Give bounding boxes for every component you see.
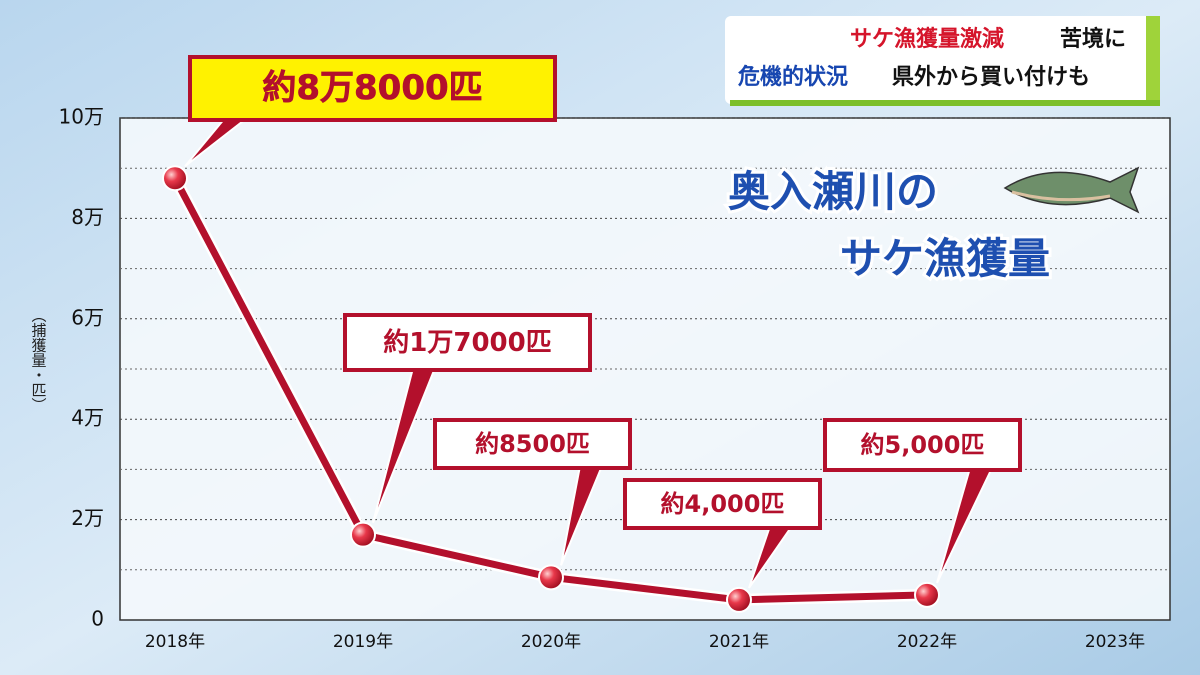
y-tick-label: 0 [91, 607, 104, 631]
data-label: 約1万7000匹 [383, 327, 551, 358]
headline-text: サケ漁獲量激減 [850, 26, 1004, 52]
callout-box [623, 478, 822, 530]
y-axis-label: （捕獲量・匹） [30, 308, 48, 413]
x-tick-label: 2022年 [897, 632, 957, 652]
callout-box [188, 55, 557, 122]
y-tick-label: 6万 [71, 305, 104, 329]
y-tick-label: 8万 [71, 205, 104, 229]
data-label: 約4,000匹 [661, 490, 785, 518]
data-label: 約5,000匹 [861, 431, 985, 459]
callout-box [343, 313, 592, 372]
data-point [162, 165, 188, 192]
x-tick-label: 2021年 [709, 632, 769, 652]
headline-accent [1146, 16, 1160, 104]
y-tick-label: 10万 [59, 105, 104, 129]
data-point [726, 586, 752, 613]
fish-icon [1003, 166, 1140, 214]
data-point [914, 581, 940, 608]
data-point [538, 564, 564, 591]
data-label: 約8万8000匹 [262, 68, 482, 108]
y-tick-label: 4万 [71, 406, 104, 430]
callout-box [823, 418, 1022, 472]
headline: サケ漁獲量激減 苦境に 危機的状況 県外から買い付けも [725, 16, 1160, 106]
chart-title: 奥入瀬川の [728, 167, 938, 216]
headline-text: 危機的状況 [738, 64, 848, 90]
x-tick-label: 2023年 [1085, 632, 1145, 652]
data-point [350, 521, 376, 548]
y-tick-label: 2万 [71, 506, 104, 530]
x-tick-label: 2019年 [333, 632, 393, 652]
headline-box [725, 16, 1157, 104]
headline-text: 県外から買い付けも [892, 64, 1090, 90]
chart-title: サケ漁獲量 [840, 234, 1050, 283]
x-tick-label: 2018年 [145, 632, 205, 652]
headline-underline [730, 100, 1160, 106]
data-label: 約8500匹 [475, 430, 590, 458]
x-tick-label: 2020年 [521, 632, 581, 652]
callout-box [433, 418, 632, 470]
headline-text: 苦境に [1060, 26, 1126, 52]
